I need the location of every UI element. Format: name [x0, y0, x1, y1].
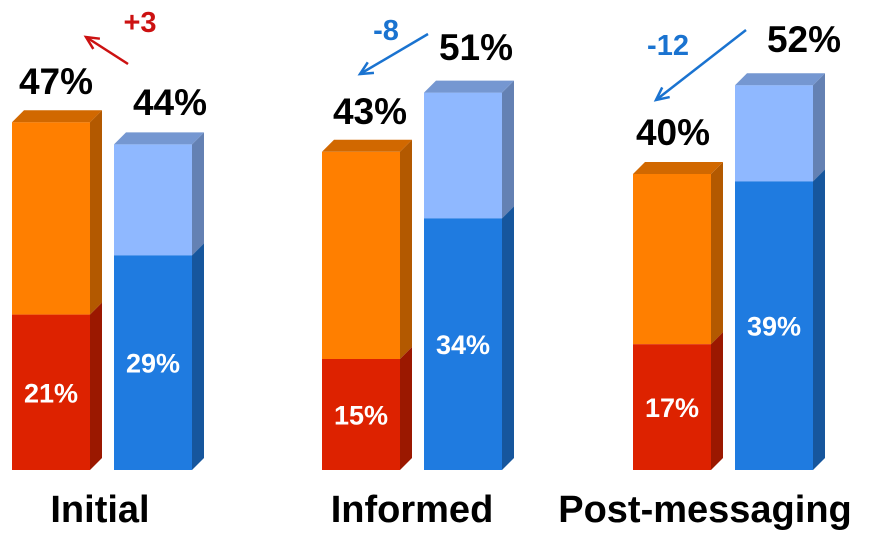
category-label-informed: Informed: [331, 489, 494, 531]
bar-initial-s1-total-label: 47%: [19, 61, 93, 102]
bar-initial-s1-top: [12, 110, 102, 123]
annotation-post-messaging-label: -12: [647, 30, 689, 62]
bar-initial-s1-upper-front: [12, 122, 90, 315]
bar-informed-s1-inner-side: [400, 347, 412, 470]
bar-initial-s2-inner-side: [192, 243, 204, 470]
bar-post-messaging-s2-total-label: 52%: [767, 19, 841, 60]
bar-post-messaging-s2-upper-front: [735, 85, 813, 182]
bar-informed-s1-upper-front: [322, 151, 400, 359]
bar-informed-s2-total-label: 51%: [439, 27, 513, 68]
bar-post-messaging-s2-inner-front: [735, 181, 813, 470]
bar-post-messaging-s1-top: [633, 162, 723, 174]
bar-initial-s1-inner-side: [90, 302, 102, 470]
bar-initial-s2-total-label: 44%: [133, 82, 207, 123]
annotation-initial-arrow-head: [83, 35, 101, 50]
bar-initial-s1-inner-front: [12, 314, 90, 470]
category-label-post-messaging: Post-messaging: [558, 489, 852, 531]
bar-informed-s1-inner-label: 15%: [334, 401, 388, 431]
bar-post-messaging-s2-upper-side: [813, 73, 825, 182]
bar-informed-s2-upper-side: [502, 80, 514, 219]
bar-initial-s2-upper-side: [192, 132, 204, 256]
bar-post-messaging-s1-inner-front: [633, 344, 711, 470]
bar-post-messaging-s2-inner-label: 39%: [747, 312, 801, 342]
bar-initial-s2-inner-label: 29%: [126, 349, 180, 379]
bar-informed-s1-total-label: 43%: [333, 91, 407, 132]
bar-informed-s2-inner-side: [502, 206, 514, 470]
bar-informed-s1-top: [322, 139, 412, 152]
annotation-informed-label: -8: [373, 15, 399, 47]
bar-informed-s1-inner-front: [322, 359, 400, 470]
category-label-initial: Initial: [50, 489, 149, 531]
bar-post-messaging-s2-top: [735, 73, 825, 86]
annotation-post-messaging-arrow-shaft: [655, 29, 747, 101]
bar-post-messaging-s1-upper-front: [633, 174, 711, 345]
bar-post-messaging-s1-total-label: 40%: [636, 112, 710, 153]
bar-informed-s1-upper-side: [400, 139, 412, 359]
bars-layer: [12, 73, 825, 470]
bar-informed-s2-upper-front: [424, 92, 502, 219]
bar-initial-s2-inner-front: [114, 255, 192, 470]
bar-post-messaging-s1-upper-side: [711, 162, 723, 345]
annotation-post-messaging-arrow-head: [653, 86, 670, 102]
annotation-informed-arrow-shaft: [359, 32, 429, 76]
annotation-informed-arrow-head: [357, 61, 375, 76]
annotations-layer: +3 -8 -12: [83, 7, 747, 102]
bar-informed-s2-top: [424, 80, 514, 93]
bar-post-messaging-s1-inner-label: 17%: [645, 393, 699, 423]
bar-initial-s1-inner-label: 21%: [24, 378, 78, 408]
bar-post-messaging-s1-inner-side: [711, 332, 723, 470]
bar-initial-s2-top: [114, 132, 204, 145]
bar-informed-s2-inner-front: [424, 218, 502, 470]
annotation-initial-label: +3: [123, 7, 156, 39]
bar-informed-s2-inner-label: 34%: [436, 330, 490, 360]
bar-initial-s2-upper-front: [114, 144, 192, 256]
bar-initial-s1-upper-side: [90, 110, 102, 315]
bar-post-messaging-s2-inner-side: [813, 169, 825, 470]
annotation-initial-arrow-shaft: [85, 35, 129, 66]
labels-layer: 21% 47% 29% 44% Initial 15% 43% 34% 51% Informed 1…: [19, 19, 852, 531]
